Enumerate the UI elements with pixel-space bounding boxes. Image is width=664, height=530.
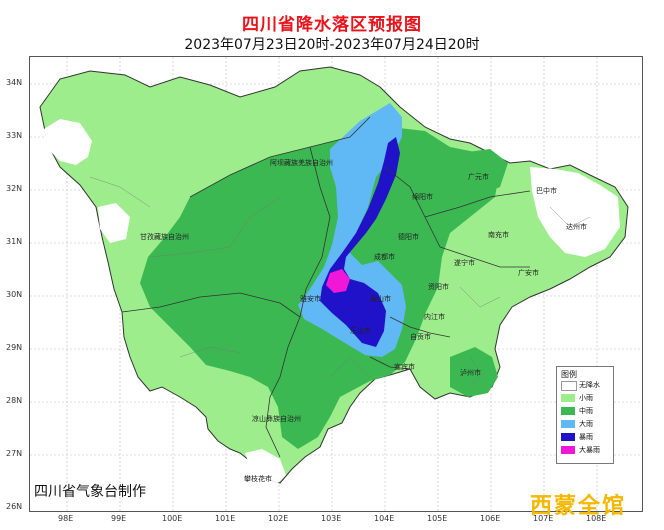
lon-tick: 101E <box>215 514 236 523</box>
label-guangyuan: 广元市 <box>468 172 489 181</box>
label-ganzi: 甘孜藏族自治州 <box>140 232 189 241</box>
lat-tick: 32N <box>6 184 23 193</box>
rainstorm-area <box>320 137 400 347</box>
legend-label: 无降水 <box>579 381 600 389</box>
county-boundaries <box>89 176 591 388</box>
no-rain-north-east <box>530 167 620 257</box>
legend-label: 大暴雨 <box>579 446 600 454</box>
moderate-rain-east <box>450 347 498 397</box>
watermark-logo: 西蒙全馆 <box>530 494 627 519</box>
label-panzhihua: 攀枝花市 <box>244 474 272 483</box>
label-chengdu: 成都市 <box>374 252 395 261</box>
legend-swatch <box>561 446 575 454</box>
lat-tick: 27N <box>6 449 23 458</box>
producer-credit: 四川省气象台制作 <box>34 484 146 500</box>
label-meishan: 眉山市 <box>370 294 391 303</box>
label-deyang: 德阳市 <box>398 232 419 241</box>
legend-label: 大雨 <box>579 420 593 428</box>
label-dazhou: 达州市 <box>566 222 587 231</box>
legend-swatch <box>561 407 575 415</box>
lon-tick: 106E <box>480 514 501 523</box>
lon-tick: 107E <box>533 514 554 523</box>
label-mianyang: 绵阳市 <box>412 192 433 201</box>
lon-tick: 99E <box>111 514 127 523</box>
moderate-rain-northeast <box>460 149 508 197</box>
precipitation-map: 阿坝藏族羌族自治州 甘孜藏族自治州 凉山彝族自治州 广元市 巴中市 绵阳市 南充… <box>30 57 642 511</box>
legend-title: 图例 <box>561 370 577 379</box>
legend-item: 中雨 <box>561 406 613 417</box>
label-luzhou: 泸州市 <box>460 368 481 377</box>
heavy-rainstorm-area <box>326 269 350 293</box>
legend-label: 小雨 <box>579 394 593 402</box>
label-suining: 遂宁市 <box>454 258 475 267</box>
label-yaan: 雅安市 <box>300 294 321 303</box>
lat-tick: 31N <box>6 237 23 246</box>
label-aba: 阿坝藏族羌族自治州 <box>270 158 333 167</box>
lon-tick: 103E <box>321 514 342 523</box>
legend-swatch <box>561 381 577 391</box>
legend-item: 大雨 <box>561 419 613 430</box>
lat-tick: 28N <box>6 396 23 405</box>
lon-tick: 100E <box>162 514 183 523</box>
label-yibin: 宜宾市 <box>394 362 415 371</box>
label-guangan: 广安市 <box>518 268 539 277</box>
legend-swatch <box>561 394 575 402</box>
legend-label: 中雨 <box>579 407 593 415</box>
label-neijiang: 内江市 <box>424 312 445 321</box>
lon-tick: 98E <box>58 514 74 523</box>
lon-tick: 102E <box>268 514 289 523</box>
legend: 图例 无降水 小雨 中雨 大雨 暴雨 大暴雨 <box>556 366 614 464</box>
lat-tick: 30N <box>6 290 23 299</box>
no-rain-west <box>98 203 130 243</box>
map-title: 四川省降水落区预报图 <box>242 15 422 35</box>
legend-swatch <box>561 420 575 428</box>
legend-item: 大暴雨 <box>561 445 613 456</box>
no-rain-north-west <box>44 119 92 165</box>
lat-tick: 33N <box>6 131 23 140</box>
lat-tick: 34N <box>6 78 23 87</box>
label-leshan: 乐山市 <box>350 326 371 335</box>
lon-tick: 104E <box>374 514 395 523</box>
label-bazhong: 巴中市 <box>536 186 557 195</box>
map-frame: 阿坝藏族羌族自治州 甘孜藏族自治州 凉山彝族自治州 广元市 巴中市 绵阳市 南充… <box>29 56 643 512</box>
lat-tick: 29N <box>6 343 23 352</box>
label-liangshan: 凉山彝族自治州 <box>252 414 301 423</box>
legend-swatch <box>561 433 575 441</box>
legend-label: 暴雨 <box>579 433 593 441</box>
prefecture-boundaries <box>121 116 531 458</box>
label-nanchong: 南充市 <box>488 230 509 239</box>
lat-tick: 26N <box>6 502 23 511</box>
no-rain-south <box>245 449 286 483</box>
lon-tick: 108E <box>586 514 607 523</box>
forecast-period: 2023年07月23日20时-2023年07月24日20时 <box>184 37 480 53</box>
legend-item: 小雨 <box>561 393 613 404</box>
lon-tick: 105E <box>427 514 448 523</box>
legend-item: 无降水 <box>561 380 613 391</box>
legend-item: 暴雨 <box>561 432 613 443</box>
label-ziyang: 资阳市 <box>428 282 449 291</box>
label-zigong: 自贡市 <box>410 332 431 341</box>
